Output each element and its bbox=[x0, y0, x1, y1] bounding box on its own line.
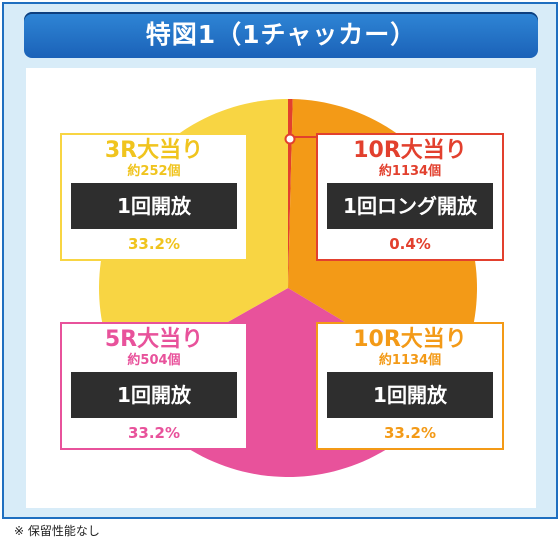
card-10r-payout: 約1134個 bbox=[378, 353, 442, 368]
pie-slice-0 bbox=[288, 99, 293, 288]
card-10r-percent: 33.2% bbox=[383, 424, 437, 442]
card-10r-title: 10R大当り bbox=[353, 327, 467, 352]
card-10r-long-open: 1回ロング開放 bbox=[327, 183, 493, 229]
card-10r-long-percent: 0.4% bbox=[389, 235, 431, 253]
chart-frame: 特図1（1チャッカー） 3R大当り 約252個 1回開放 33.2% 10R大当… bbox=[2, 2, 558, 519]
card-10r-long-payout: 約1134個 bbox=[378, 164, 442, 179]
title-bar: 特図1（1チャッカー） bbox=[24, 12, 538, 58]
card-3r: 3R大当り 約252個 1回開放 33.2% bbox=[60, 133, 248, 261]
card-3r-open: 1回開放 bbox=[71, 183, 237, 229]
chart-panel: 3R大当り 約252個 1回開放 33.2% 10R大当り 約1134個 1回ロ… bbox=[26, 68, 536, 508]
card-10r-open: 1回開放 bbox=[327, 372, 493, 418]
card-5r: 5R大当り 約504個 1回開放 33.2% bbox=[60, 322, 248, 450]
leader-dot bbox=[284, 133, 296, 145]
card-10r: 10R大当り 約1134個 1回開放 33.2% bbox=[316, 322, 504, 450]
card-5r-open: 1回開放 bbox=[71, 372, 237, 418]
card-3r-percent: 33.2% bbox=[127, 235, 181, 253]
card-3r-title: 3R大当り bbox=[104, 138, 204, 163]
card-3r-payout: 約252個 bbox=[127, 164, 181, 179]
chart-title: 特図1（1チャッカー） bbox=[145, 20, 417, 49]
card-5r-payout: 約504個 bbox=[127, 353, 181, 368]
card-10r-long: 10R大当り 約1134個 1回ロング開放 0.4% bbox=[316, 133, 504, 261]
footnote: ※ 保留性能なし bbox=[14, 524, 100, 538]
card-5r-percent: 33.2% bbox=[127, 424, 181, 442]
card-10r-long-title: 10R大当り bbox=[353, 138, 467, 163]
card-5r-title: 5R大当り bbox=[104, 327, 204, 352]
